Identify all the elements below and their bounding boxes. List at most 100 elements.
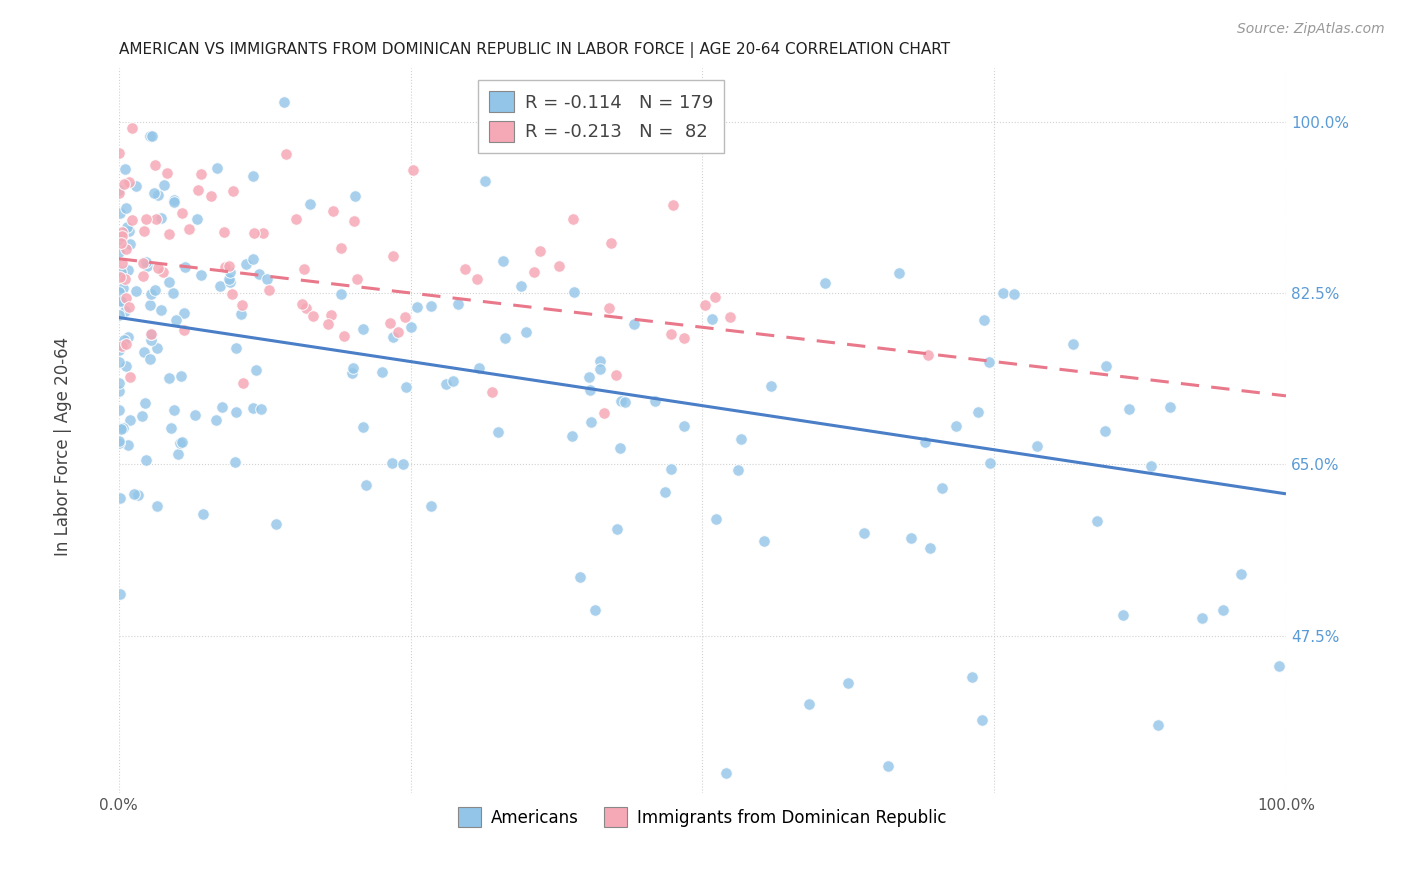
Point: [108, 434, 131, 448]
Point: [581, 415, 603, 429]
Point: [394, 310, 416, 325]
Point: [1085, 514, 1108, 528]
Point: [797, 698, 820, 712]
Point: [111, 256, 134, 270]
Point: [605, 368, 627, 383]
Point: [510, 278, 533, 293]
Point: [108, 186, 131, 200]
Point: [107, 145, 129, 160]
Point: [108, 285, 131, 300]
Point: [402, 162, 425, 177]
Point: [108, 587, 131, 601]
Point: [146, 341, 169, 355]
Point: [169, 368, 191, 383]
Point: [837, 675, 859, 690]
Point: [322, 204, 344, 219]
Point: [177, 222, 200, 236]
Point: [492, 253, 515, 268]
Point: [118, 413, 141, 427]
Point: [973, 313, 995, 327]
Point: [163, 194, 186, 208]
Point: [352, 322, 374, 336]
Point: [107, 184, 129, 198]
Point: [319, 308, 342, 322]
Point: [515, 326, 537, 340]
Point: [145, 212, 167, 227]
Text: AMERICAN VS IMMIGRANTS FROM DOMINICAN REPUBLIC IN LABOR FORCE | AGE 20-64 CORREL: AMERICAN VS IMMIGRANTS FROM DOMINICAN RE…: [118, 42, 950, 58]
Point: [1112, 608, 1135, 623]
Point: [141, 128, 163, 143]
Point: [249, 401, 271, 416]
Point: [125, 284, 148, 298]
Point: [219, 265, 242, 279]
Point: [465, 272, 488, 286]
Point: [1118, 402, 1140, 417]
Point: [139, 286, 162, 301]
Point: [156, 166, 179, 180]
Point: [114, 162, 136, 177]
Point: [229, 307, 252, 321]
Point: [292, 261, 315, 276]
Point: [583, 603, 606, 617]
Point: [170, 435, 193, 450]
Point: [110, 422, 132, 436]
Point: [132, 268, 155, 283]
Point: [218, 260, 240, 274]
Point: [112, 281, 135, 295]
Point: [529, 244, 551, 258]
Point: [945, 419, 967, 434]
Point: [108, 308, 131, 322]
Point: [419, 299, 441, 313]
Point: [205, 161, 228, 175]
Point: [900, 531, 922, 545]
Point: [342, 360, 364, 375]
Point: [121, 212, 143, 227]
Point: [134, 345, 156, 359]
Point: [264, 517, 287, 532]
Point: [112, 177, 135, 191]
Point: [561, 428, 583, 442]
Point: [139, 333, 162, 347]
Point: [243, 227, 266, 241]
Text: Source: ZipAtlas.com: Source: ZipAtlas.com: [1237, 22, 1385, 37]
Point: [242, 169, 264, 183]
Point: [212, 225, 235, 239]
Point: [979, 456, 1001, 470]
Point: [139, 351, 162, 366]
Point: [1191, 610, 1213, 624]
Point: [124, 179, 146, 194]
Point: [256, 272, 278, 286]
Point: [115, 337, 138, 351]
Point: [387, 326, 409, 340]
Point: [454, 261, 477, 276]
Point: [173, 306, 195, 320]
Point: [242, 252, 264, 266]
Point: [139, 298, 162, 312]
Point: [562, 211, 585, 226]
Point: [1062, 337, 1084, 351]
Point: [169, 435, 191, 450]
Point: [157, 227, 180, 242]
Point: [1268, 659, 1291, 673]
Point: [146, 261, 169, 276]
Point: [107, 403, 129, 417]
Point: [1159, 400, 1181, 414]
Point: [107, 384, 129, 398]
Point: [120, 370, 142, 384]
Point: [931, 481, 953, 495]
Point: [173, 323, 195, 337]
Point: [108, 338, 131, 352]
Point: [108, 206, 131, 220]
Point: [562, 285, 585, 300]
Point: [139, 129, 162, 144]
Point: [118, 300, 141, 314]
Point: [1095, 359, 1118, 373]
Point: [481, 384, 503, 399]
Point: [1026, 439, 1049, 453]
Point: [111, 421, 134, 435]
Point: [184, 408, 207, 422]
Point: [395, 379, 418, 393]
Point: [211, 400, 233, 414]
Point: [346, 272, 368, 286]
Point: [221, 286, 243, 301]
